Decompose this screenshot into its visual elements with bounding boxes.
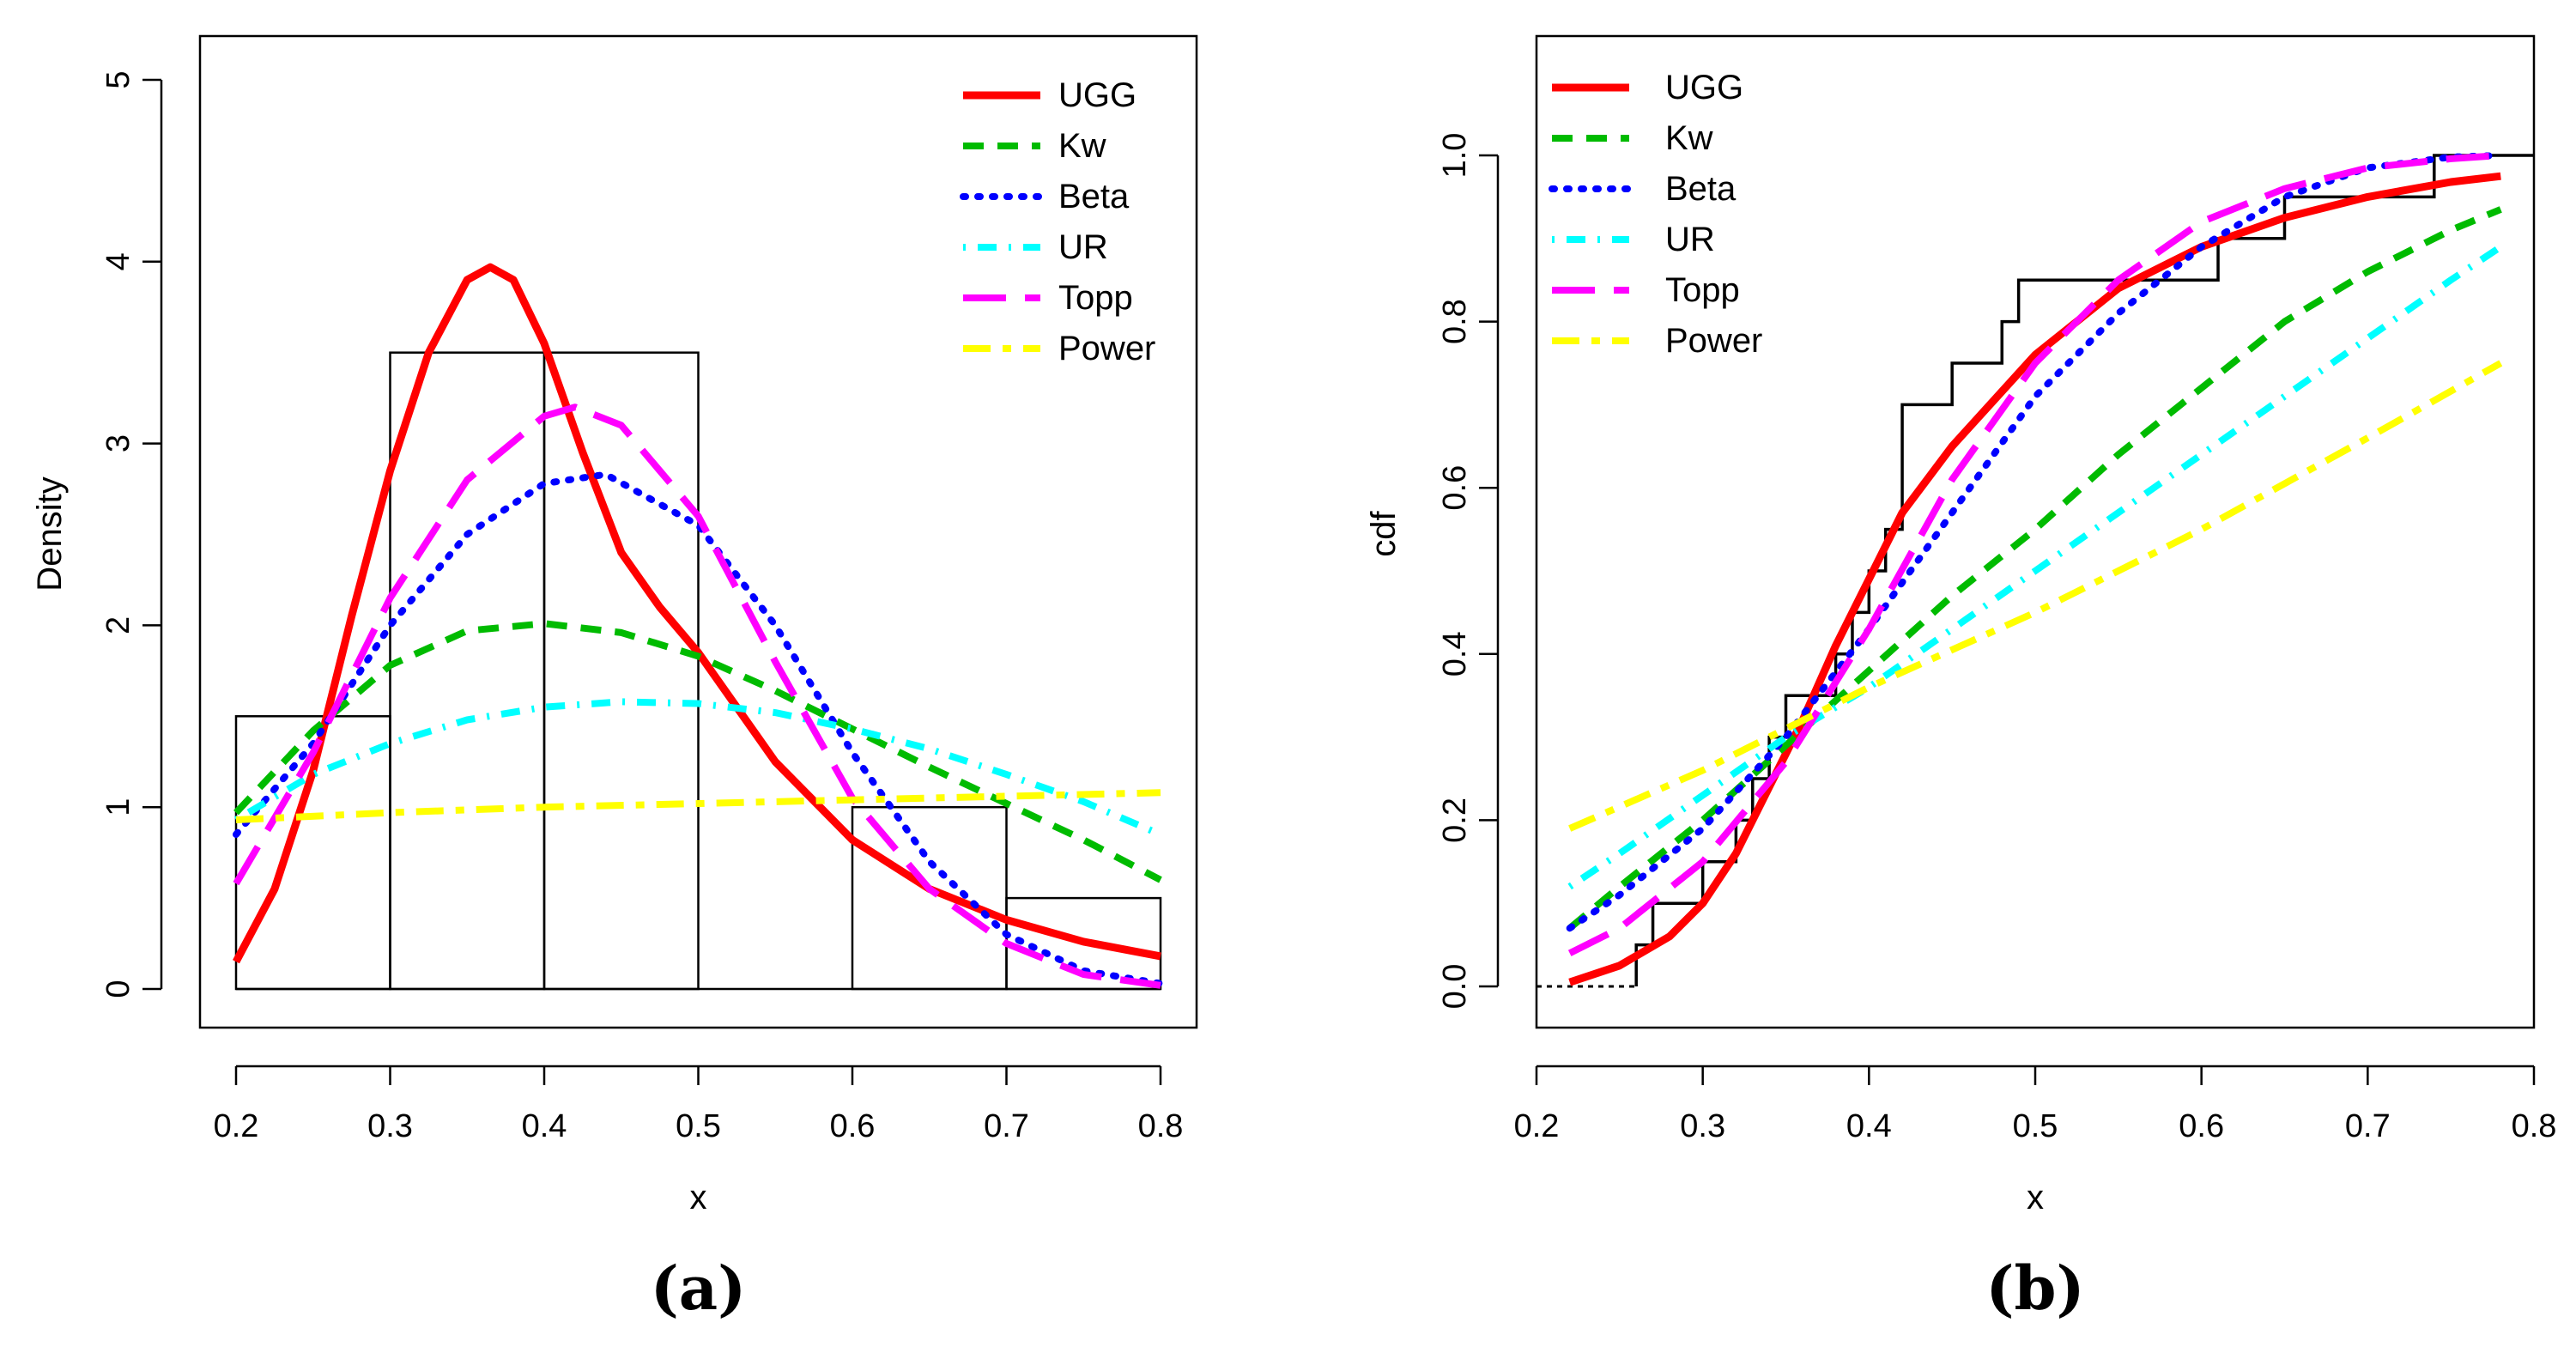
y-tick-label: 4 — [100, 252, 136, 270]
legend-label-topp: Topp — [1058, 279, 1133, 317]
legend-label-ugg: UGG — [1058, 76, 1136, 114]
panel-b-cdf-plot: 0.2 0.3 0.4 0.5 0.6 0.7 0.8 0.0 0.2 0.4 0.6 0.8 1.0 x… — [1365, 34, 2557, 1324]
plot-area — [1537, 152, 2534, 988]
x-tick-label: 0.4 — [522, 1108, 567, 1144]
legend-label-power: Power — [1665, 322, 1762, 360]
x-tick-label: 0.6 — [830, 1108, 876, 1144]
series-line-topp — [233, 403, 1161, 989]
legend-label-topp: Topp — [1665, 271, 1740, 309]
plot-area — [233, 263, 1164, 991]
series-line-kw — [233, 620, 1162, 883]
legend: UGG Kw Beta UR Topp Power — [1549, 69, 1762, 360]
histogram-bar — [851, 805, 1008, 991]
series-line-power — [1568, 360, 2503, 832]
x-tick-label: 0.7 — [984, 1108, 1029, 1144]
series-line-ur — [233, 698, 1162, 838]
x-tick-label: 0.5 — [676, 1108, 721, 1144]
y-tick-label: 3 — [100, 434, 136, 452]
series-line-kw — [1567, 206, 2502, 931]
y-tick-label: 0 — [100, 980, 136, 998]
panel-a-density-plot: 0.2 0.3 0.4 0.5 0.6 0.7 0.8 0 1 2 3 4 5 x Density (a) UG… — [31, 34, 1198, 1324]
y-tick-label: 1 — [100, 798, 136, 816]
series-line-beta — [233, 470, 1164, 987]
y-tick-label: 2 — [100, 616, 136, 634]
y-tick-label: 0.0 — [1437, 964, 1473, 1010]
x-axis-title: x — [690, 1179, 707, 1216]
x-tick-label: 0.5 — [2013, 1108, 2058, 1144]
x-tick-label: 0.2 — [1514, 1108, 1560, 1144]
legend-label-beta: Beta — [1665, 170, 1737, 208]
legend-label-beta: Beta — [1058, 178, 1130, 215]
series-line-topp — [1567, 152, 2501, 956]
x-tick-label: 0.3 — [367, 1108, 413, 1144]
y-axis-title: cdf — [1365, 510, 1403, 556]
legend-label-ur: UR — [1058, 228, 1108, 266]
y-tick-label: 1.0 — [1437, 133, 1473, 179]
x-tick-label: 0.8 — [2512, 1108, 2557, 1144]
panel-label: (b) — [1985, 1253, 2084, 1324]
series-line-beta — [1566, 152, 2505, 932]
series-line-power — [235, 789, 1161, 823]
legend-label-ur: UR — [1665, 221, 1715, 258]
x-tick-label: 0.7 — [2345, 1108, 2391, 1144]
legend-label-kw: Kw — [1058, 127, 1106, 165]
histogram-bar — [389, 351, 546, 991]
legend-label-ugg: UGG — [1665, 69, 1743, 106]
x-tick-label: 0.6 — [2179, 1108, 2224, 1144]
series-line-ugg — [233, 263, 1161, 964]
histogram-bar — [542, 351, 700, 991]
x-axis-title: x — [2027, 1179, 2044, 1216]
y-tick-label: 0.6 — [1437, 465, 1473, 511]
plot-frame — [198, 34, 1198, 1029]
x-tick-label: 0.2 — [214, 1108, 259, 1144]
x-tick-label: 0.8 — [1138, 1108, 1184, 1144]
y-tick-label: 0.2 — [1437, 798, 1473, 843]
x-tick-label: 0.3 — [1680, 1108, 1725, 1144]
plot-frame — [1535, 34, 2536, 1029]
series-line-ugg — [1568, 172, 2501, 986]
y-tick-label: 0.8 — [1437, 299, 1473, 344]
legend-label-power: Power — [1058, 330, 1155, 367]
ecdf-step-line — [1634, 154, 2534, 986]
panel-label: (a) — [651, 1253, 747, 1324]
y-axis-title: Density — [31, 476, 69, 591]
legend: UGG Kw Beta UR Topp Power — [960, 76, 1155, 367]
y-tick-label: 0.4 — [1437, 631, 1473, 676]
legend-label-kw: Kw — [1665, 119, 1713, 157]
y-tick-label: 5 — [100, 70, 136, 88]
series-line-ur — [1567, 244, 2503, 890]
x-tick-label: 0.4 — [1846, 1108, 1892, 1144]
